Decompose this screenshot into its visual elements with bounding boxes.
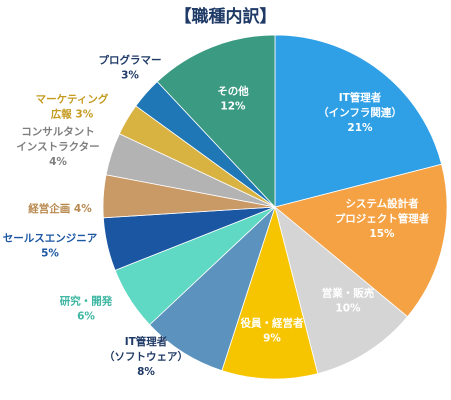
slice-label: その他 12%: [217, 85, 249, 113]
slice-label: コンサルタントインストラクター 4%: [16, 126, 99, 168]
slice-label: 研究・開発 6%: [60, 295, 113, 323]
pie-slice: [221, 205, 319, 380]
slice-label: 経営企画 4%: [28, 202, 92, 215]
slice-label: 営業・販売 10%: [322, 287, 375, 315]
slice-label: 役員・経営者 9%: [240, 317, 304, 345]
slice-label: システム設計者プロジェクト管理者 15%: [335, 197, 430, 240]
slice-label: IT管理者（ソフトウェア） 8%: [104, 335, 188, 378]
pie-slice: [274, 34, 443, 208]
pie-labels: IT管理者（インフラ関連） 21% システム設計者プロジェクト管理者 15% 営業・販売…: [3, 54, 430, 379]
slice-label: セールスエンジニア 5%: [3, 233, 98, 260]
chart-title: 【職種内訳】: [174, 7, 277, 27]
pie-slice: [274, 205, 409, 375]
slice-label: IT管理者（インフラ関連） 21%: [318, 91, 402, 134]
slice-label: プログラマー 3%: [99, 54, 162, 82]
pie-slices: [102, 34, 448, 380]
pie-slice: [156, 34, 276, 209]
slice-label: マーケティング広報 3%: [36, 93, 109, 121]
pie-slice: [274, 163, 448, 318]
